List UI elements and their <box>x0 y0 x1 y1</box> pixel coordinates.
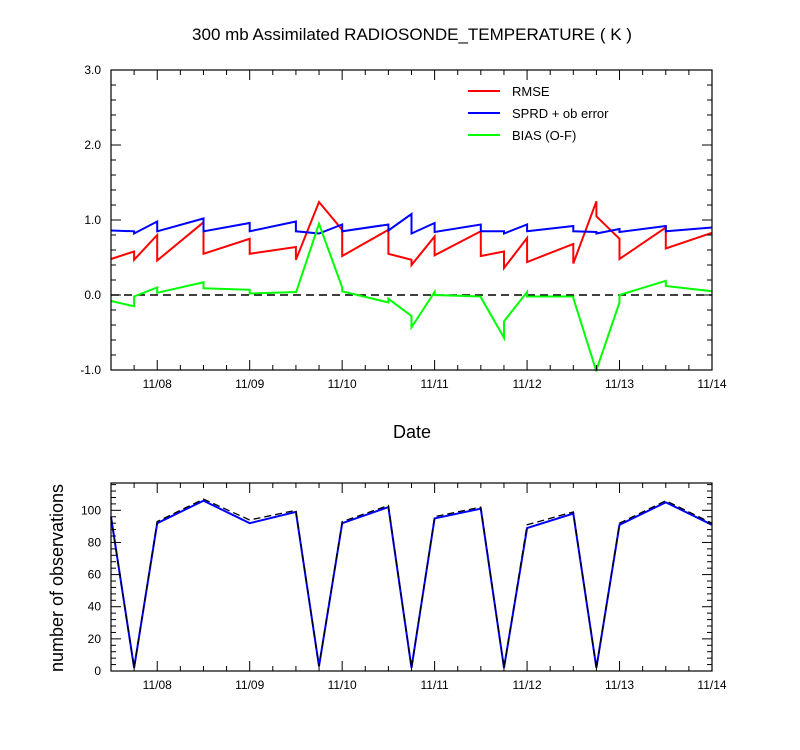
x-tick-label: 11/13 <box>605 377 634 391</box>
chart-title: 300 mb Assimilated RADIOSONDE_TEMPERATUR… <box>192 25 632 44</box>
x-axis-label: Date <box>393 422 431 442</box>
x-tick-label: 11/14 <box>697 678 726 692</box>
y-tick-label: 2.0 <box>84 138 101 152</box>
top-plot: 11/08 11/09 11/10 11/11 11/12 11/13 11/14 -1.0 0… <box>80 63 727 391</box>
legend-label-bias: BIAS (O-F) <box>512 128 576 143</box>
bottom-plot: 11/08 11/09 11/10 11/11 11/12 11/13 11/14 0 20 40… <box>81 482 727 692</box>
y-tick-label: 60 <box>88 568 102 582</box>
series-line-assimilated <box>110 499 713 668</box>
x-tick-label: 11/12 <box>513 377 542 391</box>
y-tick-label: 0.0 <box>84 288 101 302</box>
legend-label-sprd: SPRD + ob error <box>512 106 609 121</box>
legend: RMSE SPRD + ob error BIAS (O-F) <box>468 84 609 143</box>
x-tick-label: 11/12 <box>513 678 542 692</box>
x-tick-label: 11/11 <box>420 678 449 692</box>
series-line-bias-o-f <box>110 220 713 372</box>
x-tick-label: 11/10 <box>328 678 357 692</box>
y-tick-label: 20 <box>88 632 102 646</box>
series-line-rmse <box>110 200 713 271</box>
x-tick-label: 11/10 <box>328 377 357 391</box>
x-tick-label: 11/09 <box>235 377 264 391</box>
y-tick-label: 1.0 <box>84 213 101 227</box>
y-tick-label: -1.0 <box>80 363 101 377</box>
bottom-plot-frame <box>110 482 713 672</box>
series-line-total <box>110 498 713 668</box>
x-tick-label: 11/14 <box>697 377 726 391</box>
y-tick-label: 80 <box>88 535 102 549</box>
y-tick-label: 0 <box>94 664 101 678</box>
y-tick-label: 3.0 <box>84 63 101 77</box>
series-line-sprd-ob-error <box>110 212 713 236</box>
y-tick-label: 40 <box>88 600 102 614</box>
y-axis-label: number of observations <box>47 484 67 672</box>
x-tick-label: 11/13 <box>605 678 634 692</box>
x-tick-label: 11/08 <box>143 678 172 692</box>
x-tick-label: 11/11 <box>420 377 449 391</box>
x-tick-label: 11/09 <box>235 678 264 692</box>
legend-label-rmse: RMSE <box>512 84 550 99</box>
x-tick-label: 11/08 <box>143 377 172 391</box>
y-tick-label: 100 <box>81 503 101 517</box>
